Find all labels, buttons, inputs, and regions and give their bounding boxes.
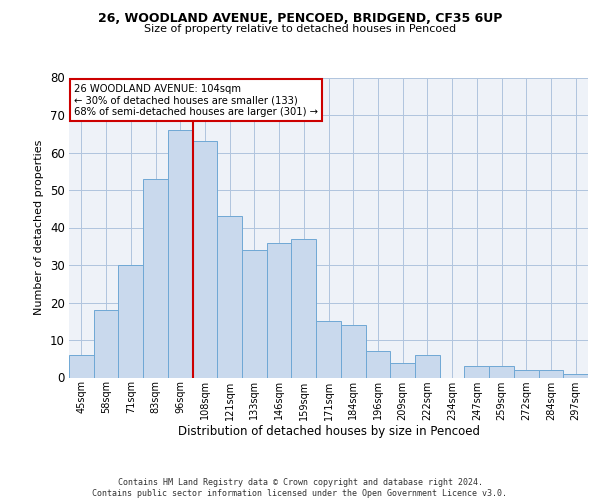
- Text: Contains HM Land Registry data © Crown copyright and database right 2024.
Contai: Contains HM Land Registry data © Crown c…: [92, 478, 508, 498]
- Text: Size of property relative to detached houses in Pencoed: Size of property relative to detached ho…: [144, 24, 456, 34]
- Bar: [390, 362, 415, 378]
- Bar: [143, 179, 168, 378]
- Bar: [168, 130, 193, 378]
- Bar: [242, 250, 267, 378]
- Bar: [489, 366, 514, 378]
- Bar: [464, 366, 489, 378]
- Text: 26 WOODLAND AVENUE: 104sqm
← 30% of detached houses are smaller (133)
68% of sem: 26 WOODLAND AVENUE: 104sqm ← 30% of deta…: [74, 84, 318, 116]
- Bar: [69, 355, 94, 378]
- Bar: [316, 322, 341, 378]
- Bar: [94, 310, 118, 378]
- Bar: [193, 141, 217, 378]
- Bar: [267, 242, 292, 378]
- Bar: [539, 370, 563, 378]
- Bar: [292, 239, 316, 378]
- Bar: [514, 370, 539, 378]
- Bar: [365, 351, 390, 378]
- Bar: [563, 374, 588, 378]
- Bar: [415, 355, 440, 378]
- Bar: [118, 265, 143, 378]
- Bar: [217, 216, 242, 378]
- Text: 26, WOODLAND AVENUE, PENCOED, BRIDGEND, CF35 6UP: 26, WOODLAND AVENUE, PENCOED, BRIDGEND, …: [98, 12, 502, 26]
- Bar: [341, 325, 365, 378]
- Y-axis label: Number of detached properties: Number of detached properties: [34, 140, 44, 315]
- X-axis label: Distribution of detached houses by size in Pencoed: Distribution of detached houses by size …: [178, 426, 479, 438]
